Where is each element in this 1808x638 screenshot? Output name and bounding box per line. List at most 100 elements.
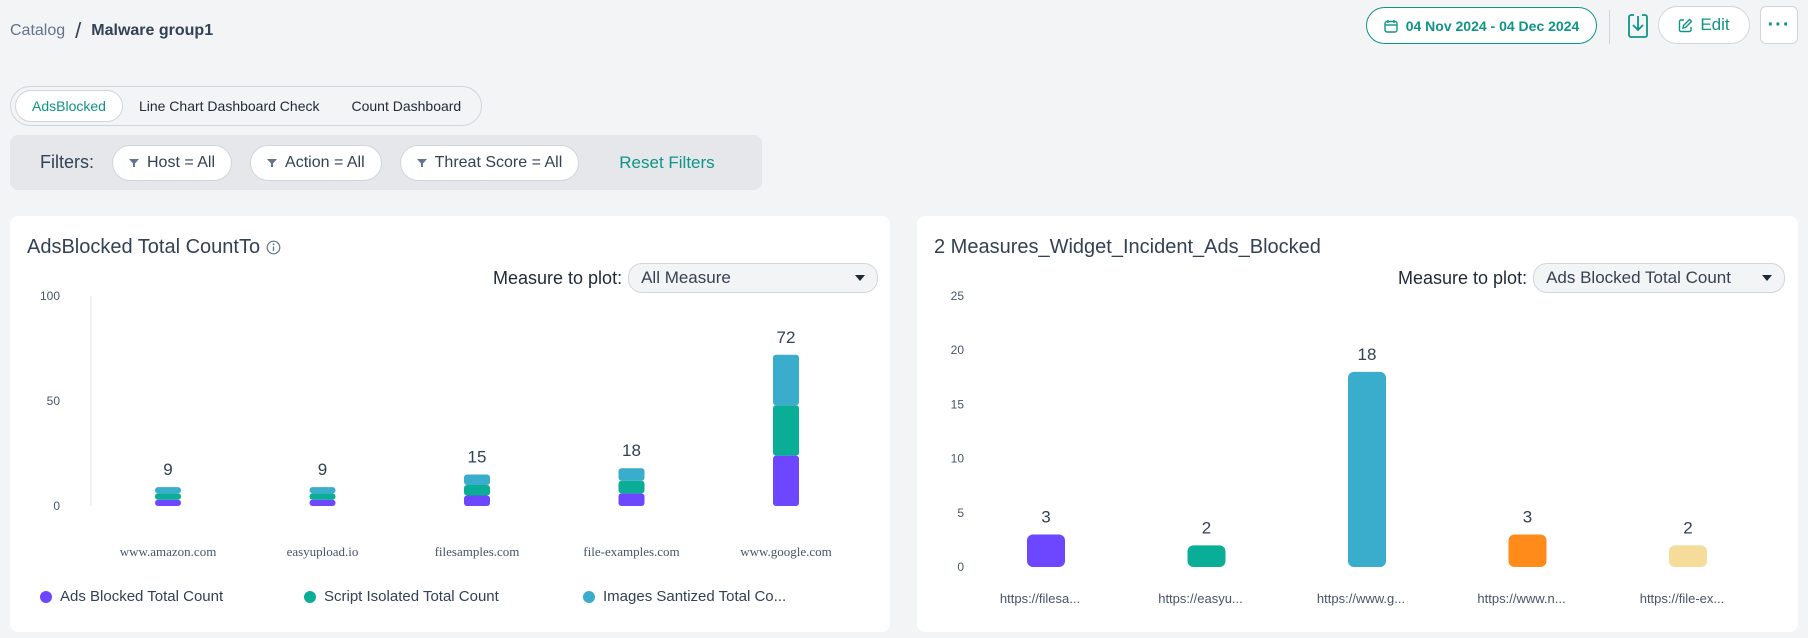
right-measure-label: Measure to plot: xyxy=(1398,267,1528,288)
bar-total-label: 72 xyxy=(777,328,796,347)
calendar-icon xyxy=(1384,19,1398,33)
filter-icon xyxy=(129,158,139,167)
left-chart-card: AdsBlocked Total CountTo Measure to plot… xyxy=(10,216,890,632)
legend-label: Ads Blocked Total Count xyxy=(60,588,224,605)
bar-segment xyxy=(773,354,799,406)
date-range-label: 04 Nov 2024 - 04 Dec 2024 xyxy=(1405,17,1580,34)
left-chart-title-row: AdsBlocked Total CountTo xyxy=(27,236,281,259)
filters-label: Filters: xyxy=(40,152,94,172)
x-tick-label: https://file-ex... xyxy=(1640,591,1725,606)
tab-count-dashboard[interactable]: Count Dashboard xyxy=(351,98,462,114)
left-measure-select[interactable]: All Measure xyxy=(628,263,879,293)
bar-value-label: 3 xyxy=(1523,507,1532,526)
bar-segment xyxy=(155,487,181,494)
legend-dot xyxy=(40,590,52,603)
date-range-button[interactable]: 04 Nov 2024 - 04 Dec 2024 xyxy=(1366,7,1597,44)
x-tick-label: filesamples.com xyxy=(435,544,520,559)
right-chart-title-row: 2 Measures_Widget_Incident_Ads_Blocked xyxy=(934,236,1321,259)
bar-total-label: 9 xyxy=(163,460,172,479)
right-measure-select[interactable]: Ads Blocked Total Count xyxy=(1533,263,1786,293)
bar-segment xyxy=(464,474,490,485)
right-measure-row: Measure to plot: Ads Blocked Total Count xyxy=(1398,263,1786,293)
filter-icon xyxy=(416,158,427,167)
edit-icon xyxy=(1679,18,1693,32)
bar-segment xyxy=(309,499,336,506)
bar xyxy=(1027,534,1065,567)
filter-icon xyxy=(267,158,278,167)
legend-label: Script Isolated Total Count xyxy=(324,588,499,605)
x-tick-label: https://easyu... xyxy=(1158,591,1243,606)
x-tick-label: easyupload.io xyxy=(287,544,359,559)
legend-dot xyxy=(583,590,595,603)
bar-total-label: 9 xyxy=(318,460,327,479)
info-icon[interactable] xyxy=(266,240,281,255)
right-measure-value: Ads Blocked Total Count xyxy=(1546,268,1731,287)
left-stacked-bar-chart: 0 50 100 9 www.amazon.com 9 easyupload.io 15 fil… xyxy=(40,289,832,559)
bar-segment xyxy=(309,493,336,500)
download-icon xyxy=(1628,14,1648,38)
right-chart-title: 2 Measures_Widget_Incident_Ads_Blocked xyxy=(934,236,1321,258)
bar xyxy=(1669,545,1707,567)
filters-bar: Filters: Host = All Action = All Threat … xyxy=(10,135,762,190)
bar-segment xyxy=(464,495,490,506)
legend-item-script-isolated[interactable]: Script Isolated Total Count xyxy=(304,588,583,605)
toolbar-divider xyxy=(1609,10,1610,44)
bar xyxy=(1187,545,1226,567)
bar-segment xyxy=(618,480,645,494)
filter-threat-score[interactable]: Threat Score = All xyxy=(399,144,580,181)
y-tick-label: 20 xyxy=(951,343,965,357)
x-tick-label: https://www.g... xyxy=(1317,591,1405,606)
edit-label: Edit xyxy=(1700,15,1730,34)
bar-segment xyxy=(464,485,490,496)
bar-segment xyxy=(309,487,336,494)
legend-item-ads-blocked[interactable]: Ads Blocked Total Count xyxy=(40,588,304,605)
breadcrumb-catalog-link[interactable]: Catalog xyxy=(10,22,66,39)
caret-down-icon xyxy=(1762,275,1773,281)
y-tick-label: 0 xyxy=(53,499,60,513)
x-tick-label: https://filesa... xyxy=(1000,591,1080,606)
y-tick-label: 25 xyxy=(951,289,965,303)
left-chart-legend: Ads Blocked Total Count Script Isolated … xyxy=(40,588,786,605)
x-tick-label: www.amazon.com xyxy=(120,544,217,559)
bar-segment xyxy=(773,455,799,506)
bar-value-label: 2 xyxy=(1202,518,1211,537)
filter-threat-score-label: Threat Score = All xyxy=(434,153,563,171)
edit-button[interactable]: Edit xyxy=(1658,6,1750,44)
y-tick-label: 0 xyxy=(957,560,964,574)
left-measure-label: Measure to plot: xyxy=(493,267,623,288)
bar-segment xyxy=(155,499,181,506)
bar-segment xyxy=(773,405,799,456)
y-tick-label: 5 xyxy=(957,506,964,520)
left-measure-row: Measure to plot: All Measure xyxy=(493,263,879,293)
right-bar-chart: 0 5 10 15 20 25 3 https://filesa... 2 https://eas… xyxy=(951,289,1725,606)
tab-line-chart-dashboard-check[interactable]: Line Chart Dashboard Check xyxy=(138,98,320,114)
bar-value-label: 18 xyxy=(1358,345,1377,364)
tab-adsblocked[interactable]: AdsBlocked xyxy=(15,90,123,122)
left-chart-title: AdsBlocked Total CountTo xyxy=(27,236,261,258)
x-tick-label: www.google.com xyxy=(740,544,832,559)
legend-item-images-sanitized[interactable]: Images Santized Total Co... xyxy=(583,588,786,605)
dashboard-tabs: AdsBlocked Line Chart Dashboard Check Co… xyxy=(10,86,483,126)
breadcrumb-separator: / xyxy=(75,18,82,43)
more-options-button[interactable]: ··· xyxy=(1760,6,1798,44)
filter-host-label: Host = All xyxy=(147,153,216,171)
filter-action[interactable]: Action = All xyxy=(250,144,382,181)
bar-segment xyxy=(618,493,645,506)
y-tick-label: 50 xyxy=(47,394,61,408)
top-bar: Catalog / Malware group1 04 Nov 2024 - 0… xyxy=(0,0,1808,64)
download-button[interactable] xyxy=(1620,8,1656,44)
breadcrumb: Catalog / Malware group1 xyxy=(10,18,214,43)
breadcrumb-current: Malware group1 xyxy=(91,22,214,39)
bar-segment xyxy=(155,493,181,500)
more-icon: ··· xyxy=(1767,13,1791,36)
right-chart-card: 2 Measures_Widget_Incident_Ads_Blocked M… xyxy=(917,216,1798,632)
bar-value-label: 3 xyxy=(1041,507,1050,526)
reset-filters-link[interactable]: Reset Filters xyxy=(619,152,715,172)
caret-down-icon xyxy=(855,275,866,281)
filter-host[interactable]: Host = All xyxy=(112,144,233,181)
bar-segment xyxy=(618,468,645,481)
y-tick-label: 10 xyxy=(951,452,965,466)
bar-value-label: 2 xyxy=(1683,518,1692,537)
filter-action-label: Action = All xyxy=(285,153,365,171)
left-measure-value: All Measure xyxy=(641,268,731,287)
